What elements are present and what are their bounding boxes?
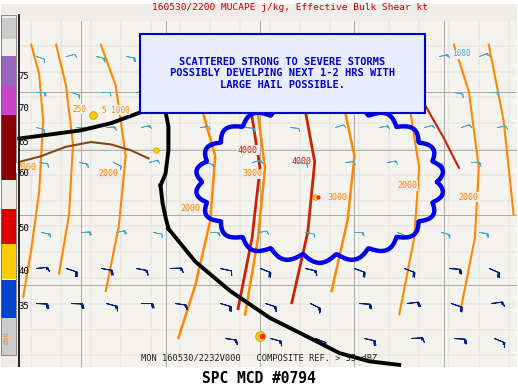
Text: SCATTERED STRONG TO SEVERE STORMS
POSSIBLY DEVELPING NEXT 1-2 HRS WITH
LARGE HAI: SCATTERED STRONG TO SEVERE STORMS POSSIB… [170,57,395,90]
Text: 3000: 3000 [242,169,262,178]
Bar [2,18,16,39]
Bar [2,56,16,86]
Bar [2,86,16,115]
Text: 40: 40 [18,267,29,275]
Text: 4000: 4000 [238,146,258,155]
Text: 70: 70 [18,104,29,113]
Text: 75: 75 [18,72,29,81]
Bar [2,318,16,355]
Text: 160530/2200 MUCAPE j/kg, Effective Bulk Shear kt: 160530/2200 MUCAPE j/kg, Effective Bulk … [152,3,428,12]
Text: 250: 250 [72,104,86,114]
Text: 2000: 2000 [397,181,417,190]
Text: 60: 60 [18,169,29,178]
Text: 4000: 4000 [292,158,312,166]
Text: 5 1000: 5 1000 [102,106,130,115]
Bar [2,281,16,318]
Bar [2,244,16,279]
Bar [2,115,16,180]
Text: 090: 090 [4,331,9,344]
Text: 2000: 2000 [99,169,119,178]
Text: 3000: 3000 [327,193,348,202]
Text: MON 160530/2232V000   COMPOSITE REF. > 35 dBZ: MON 160530/2232V000 COMPOSITE REF. > 35 … [141,353,377,362]
FancyBboxPatch shape [140,34,425,113]
Bar [2,16,16,355]
Text: 2000: 2000 [180,204,200,213]
Text: SPC MCD #0794: SPC MCD #0794 [202,371,316,386]
Bar [2,121,16,150]
Text: 1000: 1000 [452,49,470,59]
Text: 2000: 2000 [459,193,479,202]
Text: 65: 65 [18,137,29,147]
Text: 2000: 2000 [16,163,36,172]
Text: 50: 50 [18,224,29,233]
Text: 35: 35 [18,302,29,311]
Bar [2,209,16,244]
